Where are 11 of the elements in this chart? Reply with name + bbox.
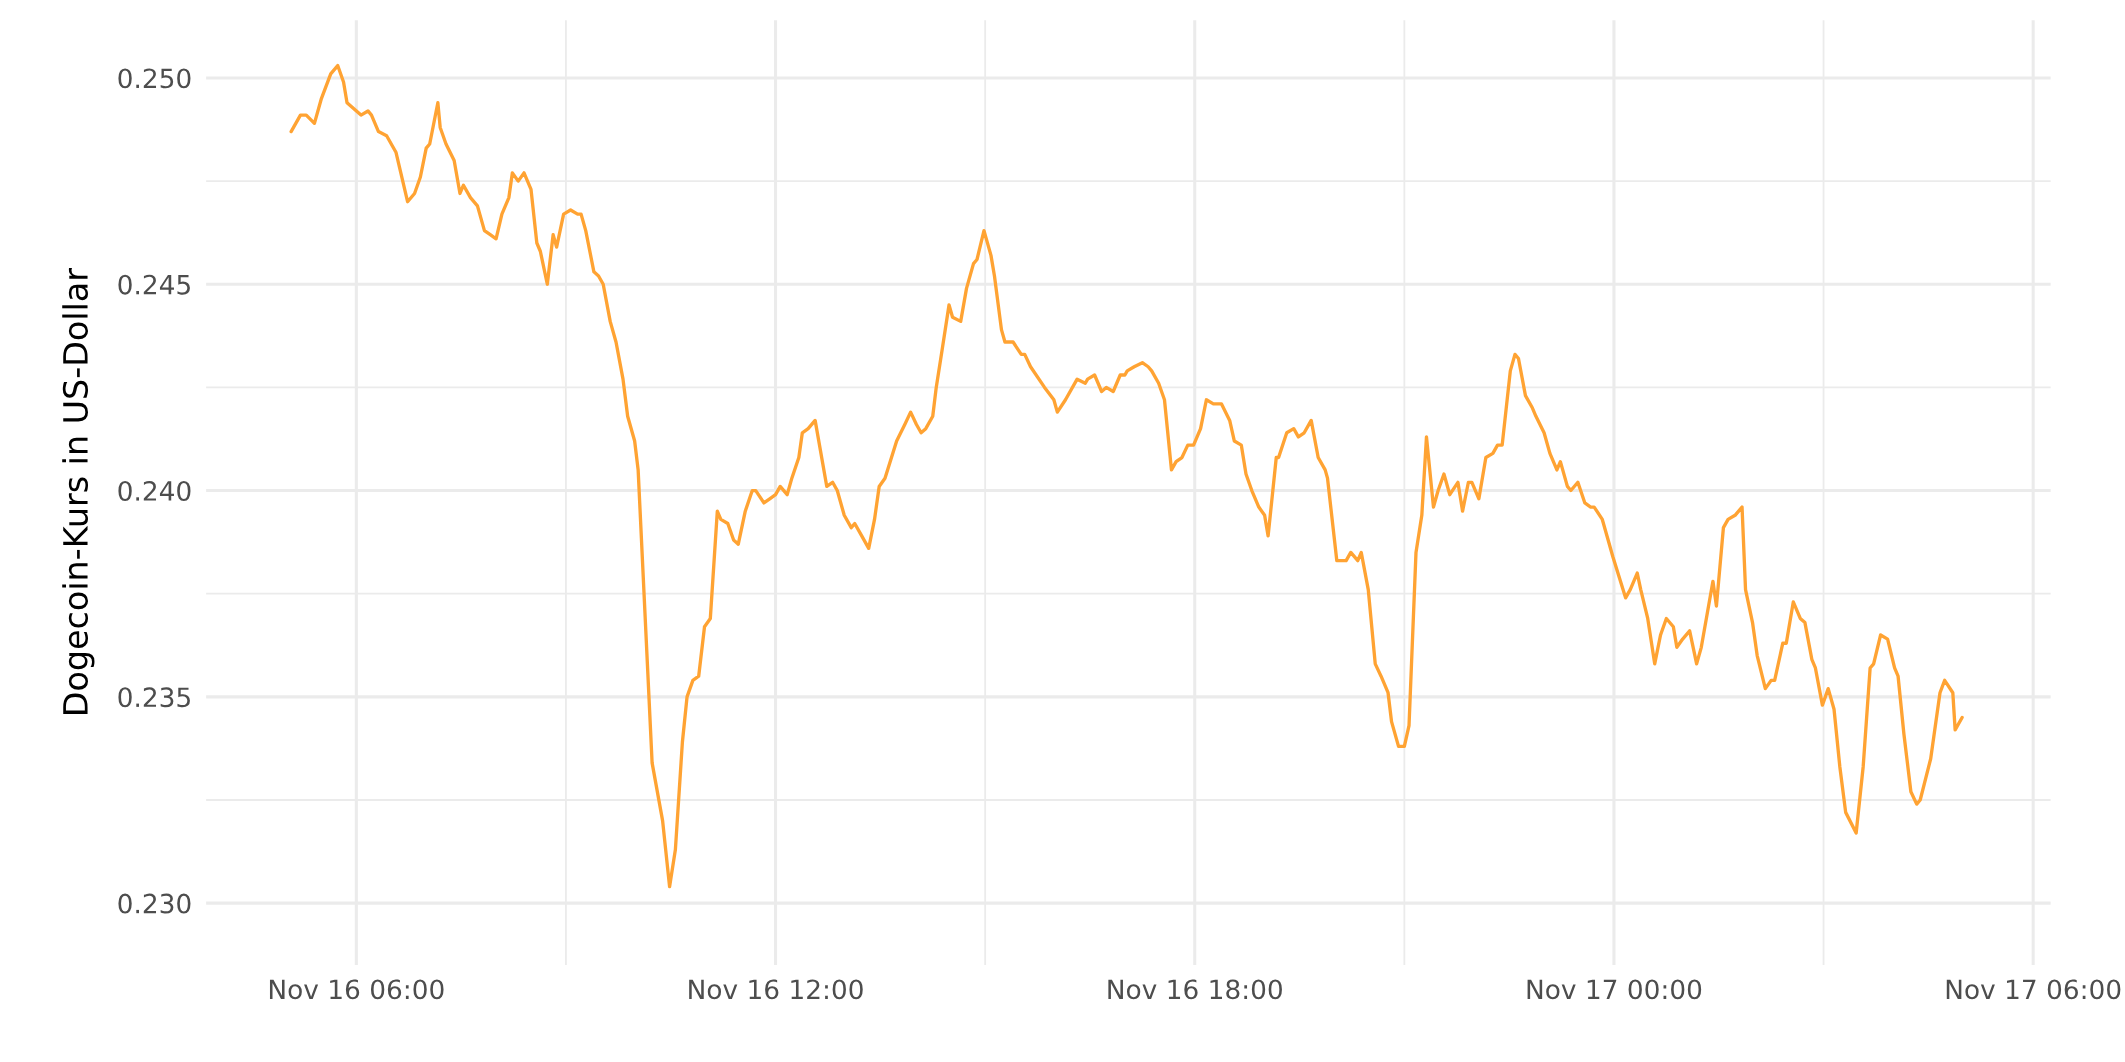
y-tick-label: 0.230 <box>118 893 191 914</box>
y-tick-label: 0.250 <box>118 68 191 89</box>
x-tick-label: Nov 17 00:00 <box>1527 979 1702 1000</box>
y-tick-label: 0.245 <box>118 274 190 295</box>
x-tick-label: Nov 16 18:00 <box>1108 979 1282 1000</box>
y-tick-label: 0.240 <box>118 480 191 501</box>
x-tick-label: Nov 16 12:00 <box>689 979 863 1000</box>
x-tick-label: Nov 16 06:00 <box>269 979 444 1000</box>
x-tick-label: Nov 17 06:00 <box>1946 979 2121 1000</box>
y-axis-title: Dogecoin-Kurs in US-Dollar <box>62 268 95 714</box>
y-tick-label: 0.235 <box>118 687 190 708</box>
